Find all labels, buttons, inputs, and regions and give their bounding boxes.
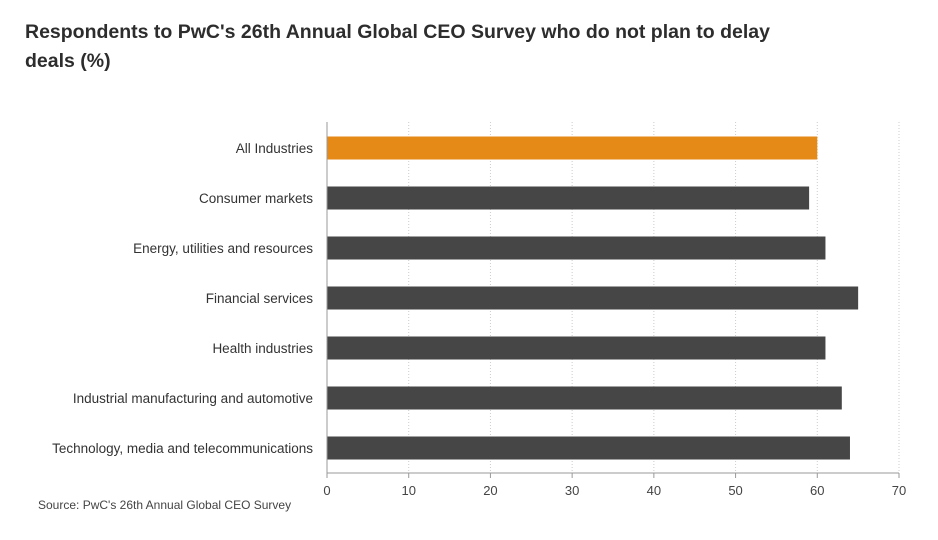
category-label: Technology, media and telecommunications — [52, 441, 313, 456]
x-tick-label: 40 — [647, 483, 661, 498]
category-label: All Industries — [236, 141, 314, 156]
x-tick-label: 60 — [810, 483, 824, 498]
bar — [327, 386, 842, 410]
bar — [327, 136, 818, 160]
bars-group — [327, 136, 859, 460]
x-tick-label: 10 — [401, 483, 415, 498]
category-label: Energy, utilities and resources — [133, 241, 313, 256]
bar — [327, 286, 859, 310]
x-tick-label: 30 — [565, 483, 579, 498]
bar — [327, 186, 810, 210]
bar — [327, 436, 850, 460]
category-label: Health industries — [212, 341, 313, 356]
x-tick-label: 20 — [483, 483, 497, 498]
x-tick-label: 70 — [892, 483, 906, 498]
chart-title: Respondents to PwC's 26th Annual Global … — [25, 21, 770, 72]
x-tick-label: 0 — [323, 483, 330, 498]
bar — [327, 236, 826, 260]
x-tick-label: 50 — [728, 483, 742, 498]
source-note: Source: PwC's 26th Annual Global CEO Sur… — [38, 498, 292, 512]
category-label: Financial services — [206, 291, 314, 306]
category-labels: All Industries Consumer markets Energy, ut… — [52, 141, 313, 456]
x-axis: 0 10 20 30 40 50 60 70 — [323, 122, 906, 498]
bar — [327, 336, 826, 360]
category-label: Industrial manufacturing and automotive — [73, 391, 313, 406]
category-label: Consumer markets — [199, 191, 313, 206]
